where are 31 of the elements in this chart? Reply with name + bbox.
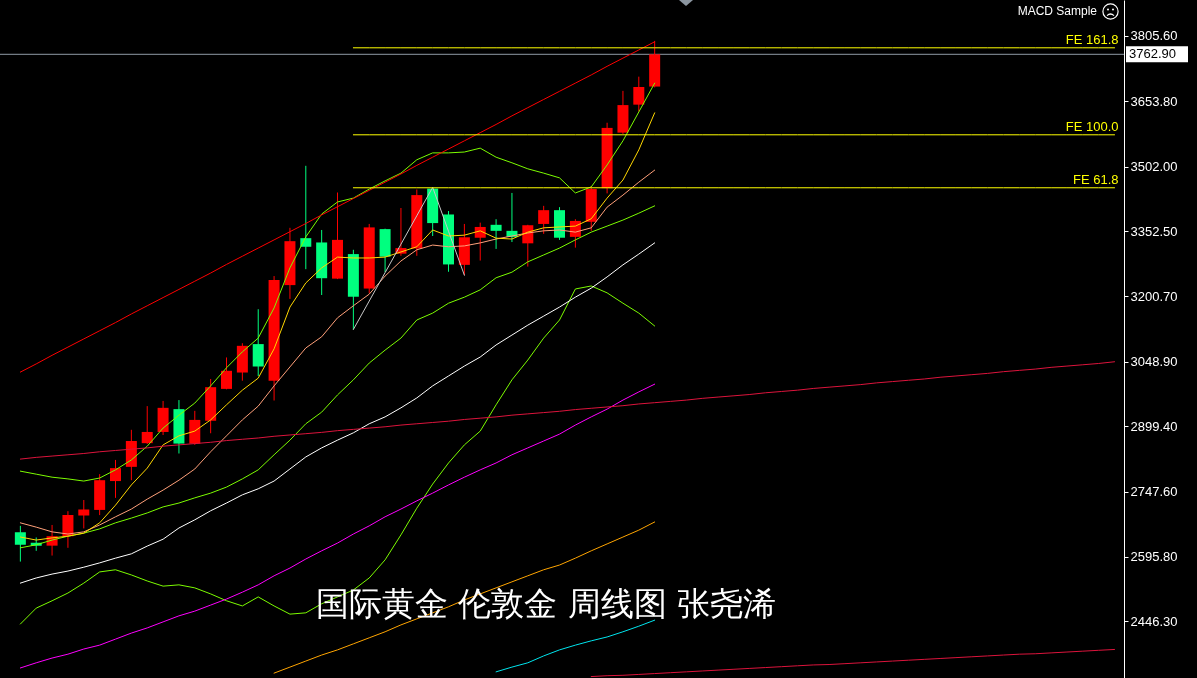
candlestick	[189, 410, 201, 446]
series-label: FE 161.8	[1065, 31, 1119, 47]
candlestick	[490, 218, 502, 250]
candlestick	[78, 499, 90, 529]
line-series	[590, 648, 1116, 678]
y-tick-label: 3502.00	[1130, 159, 1178, 175]
candlestick	[633, 76, 645, 113]
series-label: FE 61.8	[1073, 171, 1119, 187]
line-series	[352, 186, 465, 330]
annotation: MACD Sample	[1017, 4, 1098, 18]
series-label: FE 100.0	[1065, 118, 1119, 134]
y-tick-label: 2747.60	[1130, 484, 1178, 500]
y-tick-label: 3200.70	[1130, 288, 1178, 304]
y-tick-label: 2595.80	[1130, 549, 1178, 565]
y-tick-label: 3048.90	[1130, 354, 1178, 370]
line-series	[19, 242, 656, 584]
candlestick	[252, 308, 264, 377]
candlestick	[110, 459, 122, 499]
candlestick	[62, 510, 74, 549]
y-tick-label: 2899.40	[1130, 418, 1178, 434]
y-tick-label: 3653.80	[1130, 93, 1178, 109]
candlestick	[141, 405, 153, 445]
y-tick-label: 2446.30	[1130, 613, 1178, 629]
line-series	[495, 619, 656, 673]
candlestick	[14, 525, 26, 563]
y-tick-label: 3805.60	[1130, 28, 1178, 44]
candlestick	[221, 356, 233, 390]
y-tick-label: 3352.50	[1130, 223, 1178, 239]
line-series	[19, 361, 1116, 460]
ref-line-label: 3762.90	[1129, 46, 1176, 62]
candlestick	[538, 205, 550, 235]
